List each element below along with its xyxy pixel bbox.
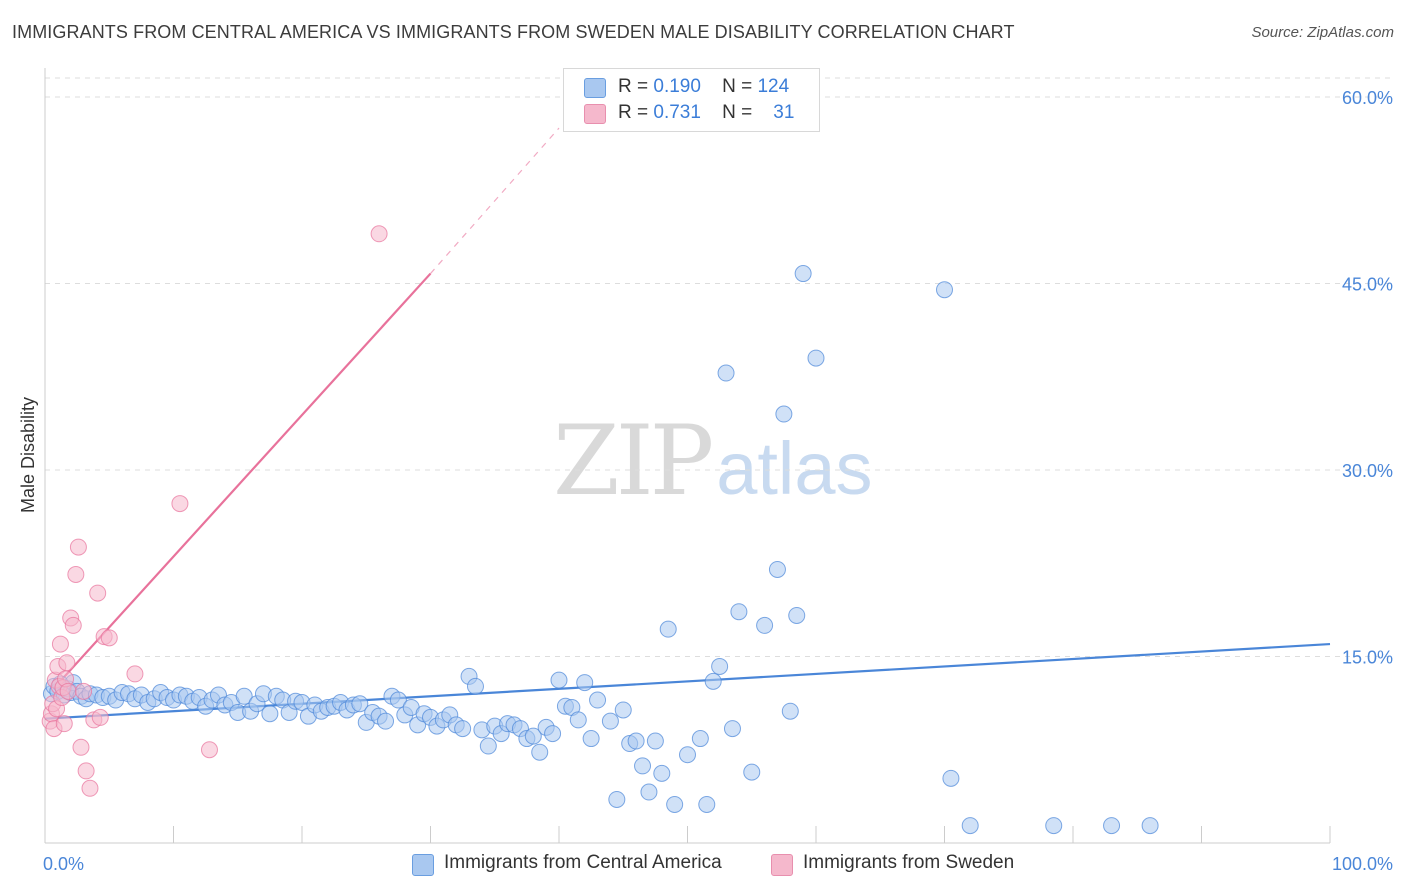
data-points [41,225,1159,835]
watermark-zip: ZIP [553,405,714,517]
point-central-america [1103,817,1121,835]
point-central-america [479,737,497,755]
point-sweden [55,715,73,733]
point-sweden [370,225,388,243]
point-central-america [640,783,658,801]
point-central-america [679,746,696,764]
tick-labels: 15.0% 30.0% 45.0% 60.0% 0.0% 100.0% Male Disab… [18,88,1393,874]
point-central-america [936,281,953,299]
y-tick-label: 30.0% [1342,461,1393,481]
point-central-america [569,711,587,729]
point-sweden [89,584,107,602]
point-central-america [723,720,741,738]
bottom-legend-label-sweden: Immigrants from Sweden [803,852,1015,873]
point-central-america [601,712,619,730]
point-central-america [1045,817,1063,835]
trend-line-sweden [57,272,432,685]
point-central-america [1141,817,1159,835]
chart-title: IMMIGRANTS FROM CENTRAL AMERICA VS IMMIG… [12,22,1015,42]
point-sweden [59,682,77,700]
point-sweden [171,495,189,513]
point-central-america [942,769,960,787]
point-sweden [51,635,69,653]
stats-legend: R = 0.190 N = 124 R = 0.731 N = 31 [563,68,820,132]
bottom-legend-swatch-central-america [412,854,434,876]
point-sweden [126,665,144,683]
point-central-america [756,616,774,634]
point-central-america [582,730,600,748]
legend-stats-central-america: R = 0.190 N = 124 [618,76,790,97]
point-central-america [704,672,722,690]
point-central-america [235,687,253,705]
point-sweden [75,682,93,700]
point-sweden [100,629,118,647]
point-central-america [730,603,748,621]
point-sweden [67,565,85,583]
point-central-america [634,757,652,775]
point-central-america [653,764,671,782]
x-tick-label: 0.0% [43,854,84,874]
point-central-america [550,671,568,689]
y-tick-label: 45.0% [1342,275,1393,295]
y-tick-label: 60.0% [1342,88,1393,108]
bottom-legend-swatch-sweden [771,854,793,876]
point-central-america [454,720,472,738]
bottom-legend-label-central-america: Immigrants from Central America [444,852,722,873]
point-sweden [200,741,218,759]
point-central-america [377,712,395,730]
point-central-america [711,657,729,675]
point-central-america [627,732,645,750]
point-central-america [576,674,594,692]
point-central-america [261,705,279,723]
point-central-america [589,691,607,709]
point-central-america [524,727,542,745]
point-central-america [698,795,716,813]
point-central-america [614,701,632,719]
point-central-america [389,691,407,709]
legend-stats-sweden: R = 0.731 N = 31 [618,102,795,123]
point-central-america [788,606,806,624]
point-central-america [608,790,626,808]
point-sweden [77,762,95,780]
axes [44,68,1331,844]
point-sweden [72,738,90,756]
point-central-america [807,349,825,367]
point-central-america [531,743,549,761]
watermark-atlas: atlas [716,427,873,510]
legend-row-central-america: R = 0.190 N = 124 [584,76,789,100]
x-tick-label: 100.0% [1332,854,1393,874]
trend-lines [44,127,1331,720]
point-central-america [961,817,979,835]
y-tick-label: 15.0% [1342,648,1393,668]
point-sweden [64,616,82,634]
point-central-america [544,725,562,743]
point-sweden [69,538,87,556]
point-central-america [743,763,761,781]
point-central-america [659,620,677,638]
point-sweden [91,708,109,726]
point-central-america [466,677,484,695]
legend-row-sweden: R = 0.731 N = 31 [584,102,794,126]
point-central-america [666,795,684,813]
point-central-america [794,265,812,283]
point-central-america [781,702,799,720]
point-central-america [691,730,709,748]
legend-swatch-central-america [584,78,606,98]
point-central-america [646,732,664,750]
source-label: Source: ZipAtlas.com [1251,24,1394,41]
watermark: ZIPatlas [553,405,873,517]
point-central-america [351,695,369,713]
point-central-america [717,364,735,382]
point-central-america [775,405,793,423]
legend-swatch-sweden [584,104,606,124]
point-sweden [58,654,76,672]
point-sweden [81,779,99,797]
point-central-america [768,560,786,578]
y-axis-label: Male Disability [18,397,38,513]
trend-line-sweden-extension [430,127,560,274]
